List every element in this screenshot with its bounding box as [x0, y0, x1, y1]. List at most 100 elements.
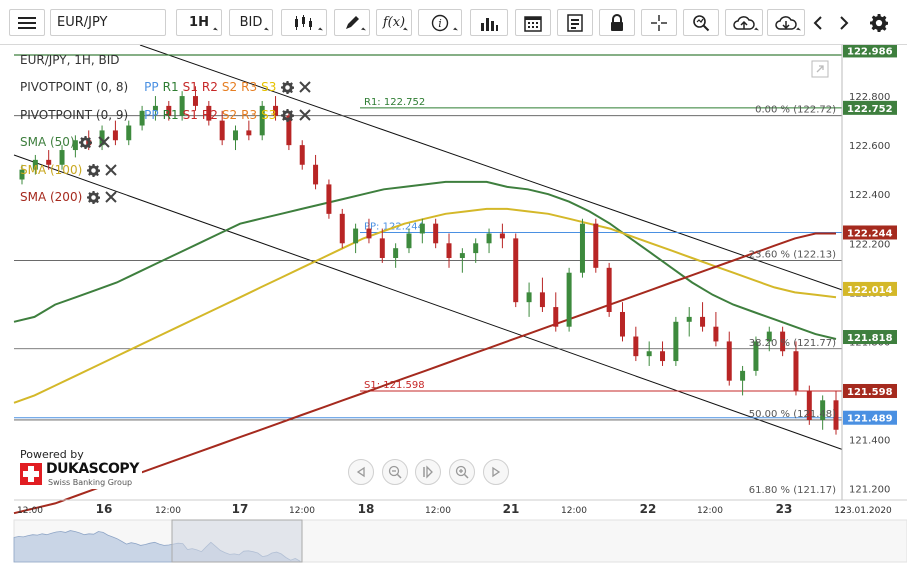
- settings-button[interactable]: [864, 9, 894, 36]
- navigator-window[interactable]: [171, 519, 303, 563]
- settings-gear-icon[interactable]: [280, 80, 294, 94]
- dropdown-caret-icon: [213, 27, 218, 33]
- r2-label: R2: [201, 80, 218, 94]
- time-tick-label: 16: [96, 502, 113, 516]
- chevron-right-icon: [840, 15, 849, 30]
- candle-body: [499, 233, 505, 239]
- calendar-button[interactable]: [515, 9, 551, 36]
- scroll-right-button[interactable]: [832, 9, 856, 36]
- price-tick-label: 122.200: [849, 239, 890, 250]
- candle-body: [513, 238, 519, 303]
- price-tag-label: 121.489: [847, 414, 893, 425]
- candle-body: [72, 140, 78, 151]
- side-button[interactable]: BID: [229, 9, 273, 36]
- symbol-selector[interactable]: EUR/JPY: [50, 9, 166, 36]
- channel-upper-line: [139, 45, 843, 291]
- timeframe-button[interactable]: 1H: [176, 9, 222, 36]
- dropdown-caret-icon: [264, 27, 269, 33]
- s2-label: S2: [221, 108, 238, 122]
- price-tag-box: [843, 45, 897, 58]
- candle-body: [233, 130, 239, 141]
- draw-tool-button[interactable]: [334, 9, 370, 36]
- time-tick-label: 23: [776, 502, 793, 516]
- candle-body: [780, 331, 786, 352]
- settings-gear-icon[interactable]: [86, 163, 100, 177]
- indicators-button[interactable]: f(x): [376, 9, 412, 36]
- toolbar: EUR/JPY 1H BID f(x) i: [0, 0, 907, 45]
- menu-button[interactable]: [9, 9, 45, 36]
- dukascopy-logo[interactable]: DUKASCOPY Swiss Banking Group: [20, 461, 142, 489]
- zoom-out-button[interactable]: [382, 459, 408, 485]
- sma-50-row: SMA (50): [20, 135, 111, 149]
- svg-text:i: i: [438, 17, 442, 30]
- chart-title: EUR/JPY, 1H, BID: [20, 53, 120, 67]
- candle-body: [593, 223, 599, 268]
- price-tag-box: [843, 383, 897, 398]
- upload-button[interactable]: [725, 9, 763, 36]
- crosshair-icon: [651, 14, 667, 31]
- pivot-level-label: S1: 121.598: [364, 380, 425, 391]
- remove-indicator-icon[interactable]: [97, 135, 111, 149]
- remove-indicator-icon[interactable]: [298, 108, 312, 122]
- pp-label: PP: [144, 108, 159, 122]
- sma-line: [13, 207, 837, 404]
- reset-icon: [423, 465, 433, 479]
- zoom-icon: [693, 14, 710, 31]
- candle-body: [366, 228, 372, 239]
- candle-body: [246, 130, 252, 136]
- price-tag-box: [843, 100, 897, 115]
- candle-body: [539, 292, 545, 308]
- expand-icon: [811, 60, 829, 78]
- sma-100-row: SMA (100): [20, 163, 118, 177]
- chart-type-button[interactable]: [281, 9, 327, 36]
- candle-body: [553, 307, 559, 327]
- settings-gear-icon[interactable]: [86, 190, 100, 204]
- candle-body: [579, 223, 585, 273]
- price-tag-box: [843, 410, 897, 425]
- settings-gear-icon[interactable]: [79, 135, 93, 149]
- download-button[interactable]: [767, 9, 805, 36]
- zoom-button[interactable]: [683, 9, 719, 36]
- settings-gear-icon[interactable]: [280, 108, 294, 122]
- sma-50-label: SMA (50): [20, 135, 75, 149]
- scroll-back-button[interactable]: [348, 459, 374, 485]
- scroll-left-button[interactable]: [806, 9, 830, 36]
- r1-label: R1: [162, 108, 179, 122]
- remove-indicator-icon[interactable]: [298, 80, 312, 94]
- zoom-out-icon: [388, 465, 402, 479]
- report-button[interactable]: [557, 9, 593, 36]
- candle-body: [820, 400, 826, 420]
- candle-body: [59, 150, 65, 165]
- timeframe-label: 1H: [189, 15, 209, 30]
- candle-body: [99, 130, 105, 146]
- candle-body: [446, 243, 452, 259]
- reset-view-button[interactable]: [415, 459, 441, 485]
- fib-level-label: 0.00 % (122.72): [755, 105, 836, 116]
- remove-indicator-icon[interactable]: [104, 163, 118, 177]
- info-button[interactable]: i: [418, 9, 462, 36]
- remove-indicator-icon[interactable]: [104, 190, 118, 204]
- candle-body: [619, 311, 625, 337]
- channel-lower-line: [13, 154, 843, 450]
- pivot-label-1: PIVOTPOINT (0, 8): [20, 80, 129, 94]
- price-tick-label: 121.200: [849, 485, 890, 496]
- scroll-forward-button[interactable]: [483, 459, 509, 485]
- time-tick-label: 18: [358, 502, 375, 516]
- brand-tagline: Swiss Banking Group: [48, 478, 133, 487]
- s2-label: S2: [221, 80, 238, 94]
- crosshair-button[interactable]: [641, 9, 677, 36]
- symbol-label: EUR/JPY: [57, 15, 108, 30]
- candle-body: [259, 105, 265, 136]
- candle-body: [686, 316, 692, 322]
- fullscreen-button[interactable]: [811, 60, 829, 78]
- dropdown-caret-icon: [318, 27, 323, 33]
- zoom-in-button[interactable]: [449, 459, 475, 485]
- candle-body: [833, 400, 839, 430]
- s1-label: S1: [182, 108, 198, 122]
- fib-level-label: 23.60 % (122.13): [749, 249, 836, 260]
- dropdown-caret-icon: [796, 27, 801, 33]
- volume-button[interactable]: [470, 9, 508, 36]
- lock-button[interactable]: [599, 9, 635, 36]
- candle-body: [793, 351, 799, 391]
